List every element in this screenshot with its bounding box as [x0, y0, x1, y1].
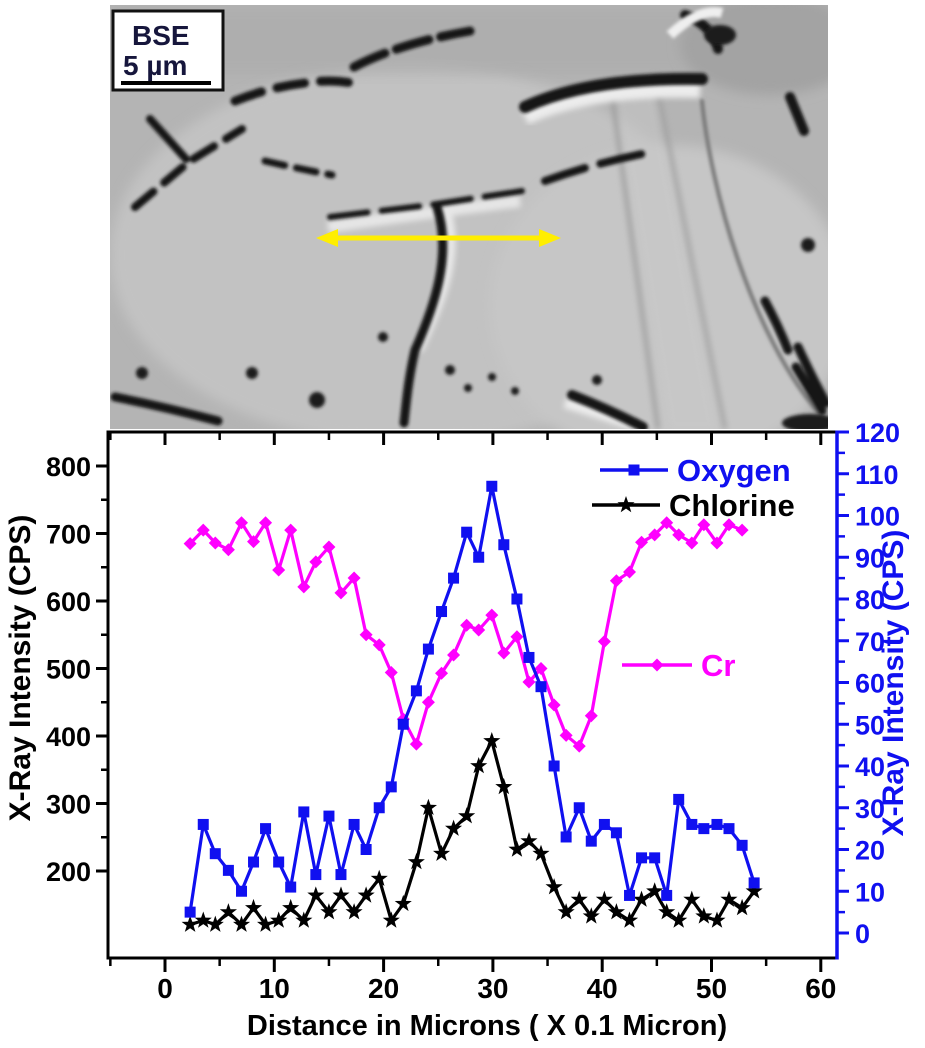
linescan-arrow	[316, 229, 561, 247]
right-tick-label: 50	[855, 710, 885, 740]
scalebar-box: BSE 5 µm	[111, 9, 225, 92]
x-tick-label: 10	[259, 973, 290, 1004]
legend-label: Cr	[701, 648, 735, 683]
right-tick-label: 90	[855, 543, 885, 573]
xray-chart: 200 300 400 500 600 700 800 0 10 20 30 40 50 60 70 80 90…	[0, 415, 925, 1048]
right-tick-label: 100	[855, 502, 900, 532]
right-tick-label: 70	[855, 627, 885, 657]
right-tick-label: 120	[855, 418, 900, 448]
left-tick-label: 500	[46, 655, 91, 685]
left-tick-label: 800	[46, 452, 91, 482]
right-tick-label: 0	[855, 919, 870, 949]
right-tick-label: 40	[855, 752, 885, 782]
legend-label: Chlorine	[669, 488, 795, 523]
xray-chart-svg: 2003004005006007008000102030405060708090…	[4, 418, 910, 1042]
x-tick-label: 20	[368, 973, 399, 1004]
left-tick-label: 200	[46, 857, 91, 887]
x-tick-label: 50	[696, 973, 727, 1004]
left-tick-label: 600	[46, 587, 91, 617]
right-tick-label: 110	[855, 460, 899, 490]
right-tick-label: 80	[855, 585, 885, 615]
detector-label: BSE	[132, 20, 190, 51]
x-axis-title: Distance in Microns ( X 0.1 Micron)	[247, 1010, 727, 1042]
right-tick-label: 20	[855, 836, 885, 866]
x-tick-label: 40	[587, 973, 618, 1004]
left-tick-label: 400	[46, 722, 91, 752]
legend-item-oxygen: Oxygen	[600, 453, 791, 488]
series-oxygen	[184, 480, 760, 918]
left-tick-label: 700	[46, 520, 91, 550]
right-tick-label: 10	[855, 877, 885, 907]
x-tick-label: 60	[805, 973, 836, 1004]
series-chlorine	[181, 732, 763, 932]
left-axis-title: X-Ray Intensity (CPS)	[4, 515, 37, 822]
axis-ticks: 2003004005006007008000102030405060708090…	[46, 418, 900, 1004]
legend-item-cr: Cr	[622, 648, 735, 683]
micrograph-texture	[110, 5, 828, 429]
right-axis-title: X-Ray Intensity (CPS)	[877, 530, 910, 837]
legend-item-chlorine: Chlorine	[592, 488, 795, 523]
plot-frame	[106, 430, 839, 960]
x-tick-label: 30	[477, 973, 508, 1004]
x-tick-label: 0	[157, 973, 173, 1004]
scalebar-label: 5 µm	[123, 50, 187, 81]
series-cr	[183, 516, 749, 753]
legend-label: Oxygen	[677, 453, 791, 488]
right-tick-label: 30	[855, 794, 885, 824]
left-tick-label: 300	[46, 790, 91, 820]
right-tick-label: 60	[855, 669, 885, 699]
bse-micrograph: BSE 5 µm	[110, 5, 828, 429]
